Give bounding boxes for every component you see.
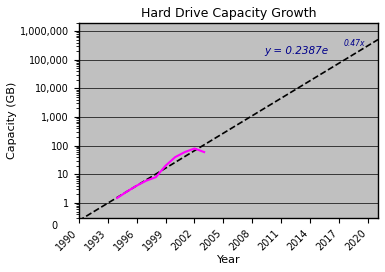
X-axis label: Year: Year — [216, 255, 240, 265]
Text: 0.47x: 0.47x — [344, 39, 365, 48]
Y-axis label: Capacity (GB): Capacity (GB) — [7, 82, 17, 159]
Text: y = 0.2387e: y = 0.2387e — [264, 46, 328, 56]
Title: Hard Drive Capacity Growth: Hard Drive Capacity Growth — [141, 7, 316, 20]
Text: 0: 0 — [52, 221, 58, 231]
